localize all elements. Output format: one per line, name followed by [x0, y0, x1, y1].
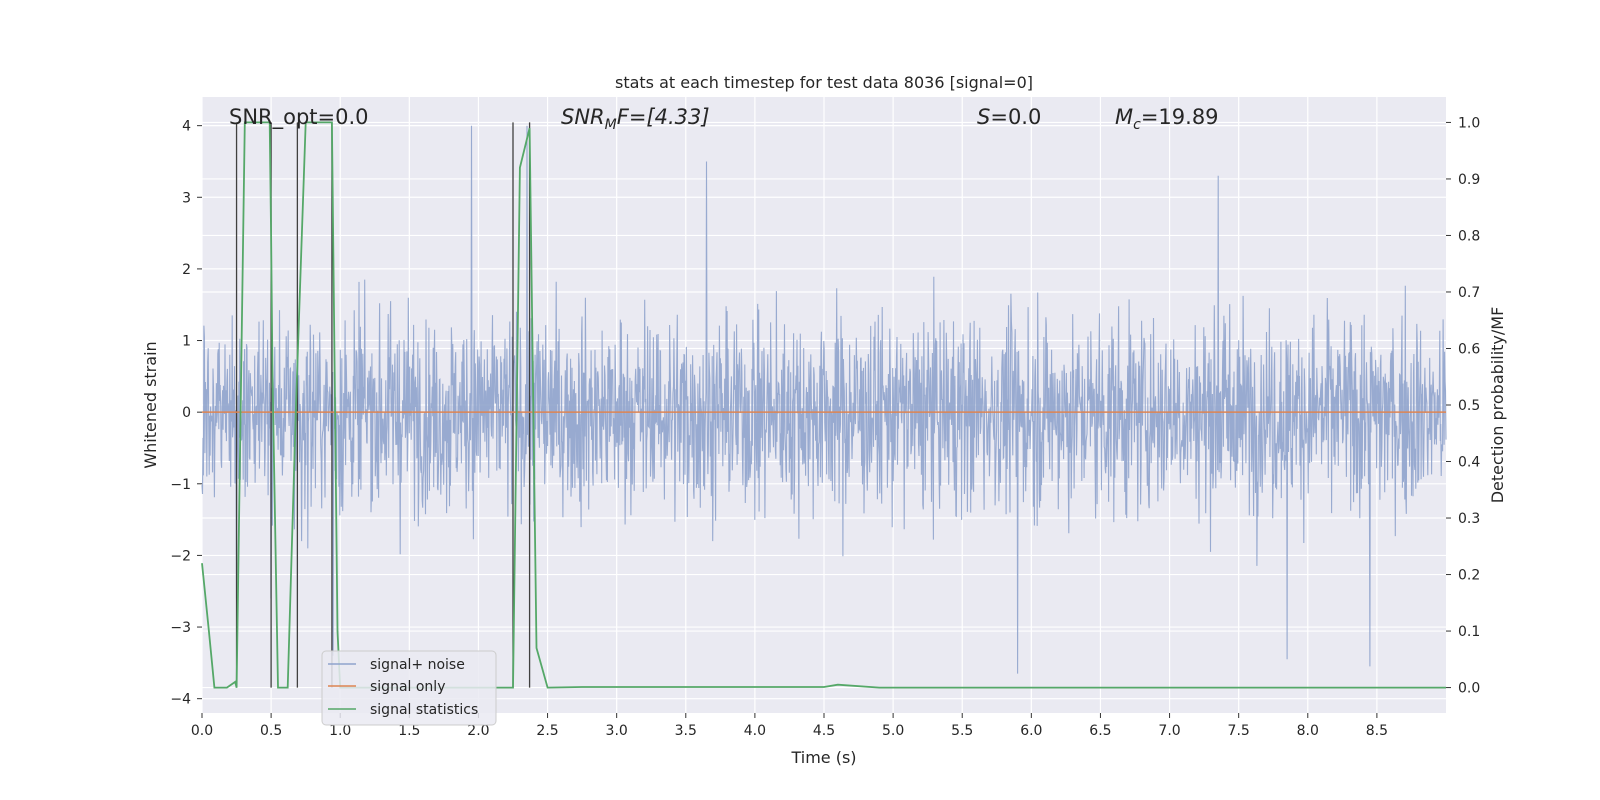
y-tick-label: −3	[170, 620, 191, 636]
y-right-tick-label: 0.9	[1458, 172, 1480, 188]
annotation-mc: Mc=19.89	[1115, 105, 1219, 133]
x-tick-label: 4.5	[813, 723, 835, 739]
x-tick-label: 1.0	[329, 723, 351, 739]
y-tick-label: 1	[182, 334, 191, 350]
vertical-lines	[235, 122, 531, 688]
y-axis-label: Whitened strain	[141, 341, 160, 468]
y-right-tick-label: 0.1	[1458, 624, 1480, 640]
x-tick-label: 8.0	[1297, 723, 1319, 739]
y-tick-label: 0	[182, 405, 191, 421]
y-ticks-right: 0.0 0.1 0.2 0.3 0.4 0.5 0.6 0.7 0.8 0.9 1.0	[1446, 115, 1480, 697]
y-right-tick-label: 0.7	[1458, 285, 1480, 301]
x-tick-label: 3.0	[606, 723, 628, 739]
legend-box	[321, 650, 497, 726]
x-ticks: 0.0 0.5 1.0 1.5 2.0 2.5 3.0 3.5 4.0 4.5 5.0 5.5 6.0 6…	[191, 713, 1388, 739]
x-tick-label: 4.0	[744, 723, 766, 739]
x-axis-label: Time (s)	[790, 748, 856, 767]
legend-label-signal-only: signal only	[370, 679, 445, 695]
x-tick-label: 0.0	[191, 723, 213, 739]
x-tick-label: 2.0	[467, 723, 489, 739]
x-tick-label: 0.5	[260, 723, 282, 739]
y-right-tick-label: 0.5	[1458, 398, 1480, 414]
annotation-snr-mf: SNRMF=[4.33]	[561, 105, 710, 133]
x-tick-label: 7.5	[1228, 723, 1250, 739]
x-tick-label: 5.5	[951, 723, 973, 739]
y-tick-label: 3	[182, 190, 191, 206]
legend-label-signal-noise: signal+ noise	[370, 657, 465, 673]
y-ticks: −4 −3 −2 −1 0 1 2 3 4	[170, 119, 202, 708]
x-tick-label: 6.5	[1089, 723, 1111, 739]
series-signal-noise	[201, 125, 1447, 674]
y-tick-label: −1	[170, 477, 191, 493]
series-lines	[201, 121, 1446, 689]
y-right-tick-label: 0.2	[1458, 568, 1480, 584]
y-right-tick-label: 0.0	[1458, 681, 1480, 697]
y-right-tick-label: 0.3	[1458, 511, 1480, 527]
chart-title: stats at each timestep for test data 803…	[615, 73, 1033, 92]
y-right-tick-label: 1.0	[1458, 115, 1480, 131]
y-right-tick-label: 0.8	[1458, 228, 1480, 244]
y-tick-label: −4	[170, 692, 191, 708]
x-tick-label: 2.5	[536, 723, 558, 739]
x-tick-label: 1.5	[398, 723, 420, 739]
x-tick-label: 5.0	[882, 723, 904, 739]
y-tick-label: 2	[182, 262, 191, 278]
legend: signal+ noise signal only signal statist…	[321, 650, 497, 726]
y-tick-label: −2	[170, 548, 191, 564]
grid	[201, 97, 1446, 713]
x-tick-label: 7.0	[1158, 723, 1180, 739]
y-right-tick-label: 0.4	[1458, 455, 1480, 471]
annotation-s: S=0.0	[977, 105, 1041, 129]
y-axis-label-right: Detection probability/MF	[1488, 307, 1507, 504]
legend-label-signal-statistics: signal statistics	[370, 702, 478, 718]
x-tick-label: 6.0	[1020, 723, 1042, 739]
series-signal-noise-line	[201, 125, 1447, 674]
x-tick-label: 8.5	[1366, 723, 1388, 739]
x-tick-label: 3.5	[675, 723, 697, 739]
y-right-tick-label: 0.6	[1458, 341, 1480, 357]
series-signal-statistics-line	[201, 121, 1446, 689]
y-tick-label: 4	[182, 119, 191, 135]
annotation-snr-opt: SNR_opt=0.0	[229, 105, 369, 130]
